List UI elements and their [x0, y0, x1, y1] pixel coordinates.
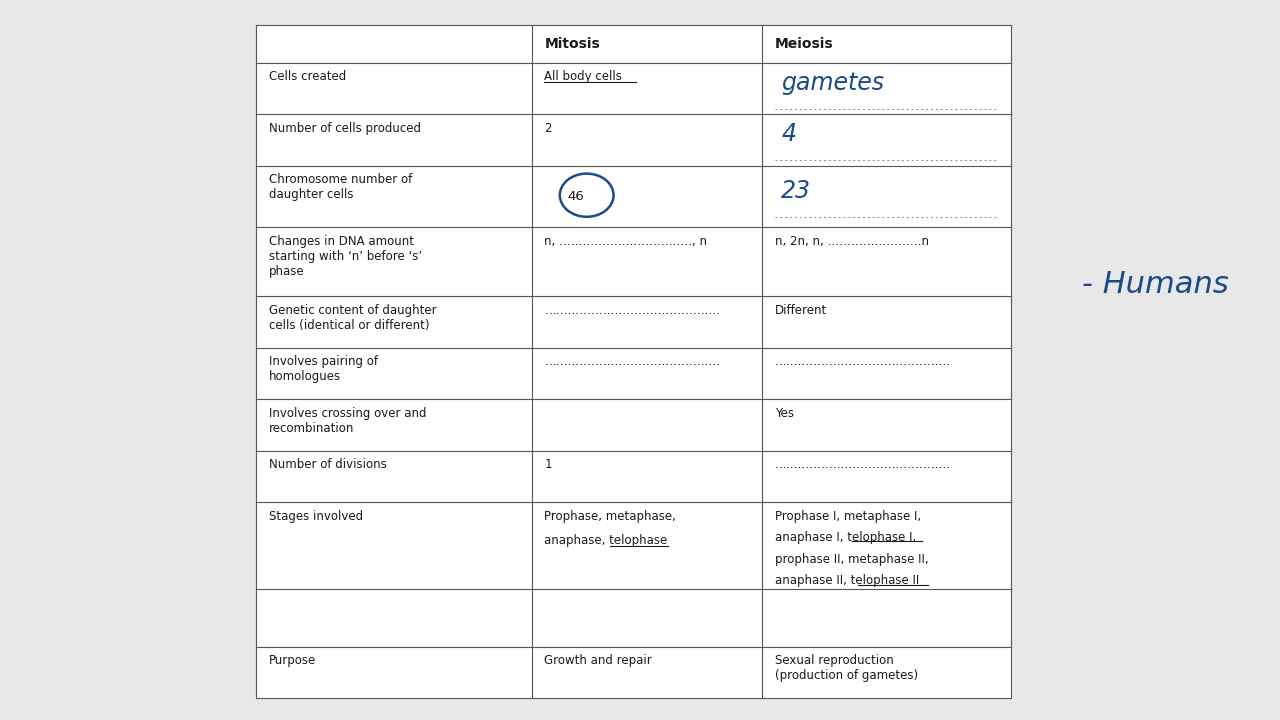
Text: ………………………………………: ……………………………………… [544, 355, 721, 368]
Text: Different: Different [774, 304, 827, 317]
Text: Changes in DNA amount
starting with ‘n’ before ‘s’
phase: Changes in DNA amount starting with ‘n’ … [269, 235, 422, 278]
Text: Chromosome number of
daughter cells: Chromosome number of daughter cells [269, 173, 412, 201]
Text: anaphase, telophase: anaphase, telophase [544, 534, 668, 547]
Text: 23: 23 [781, 179, 812, 203]
Text: ………………………………………: ……………………………………… [544, 304, 721, 317]
Text: Meiosis: Meiosis [774, 37, 833, 51]
Text: anaphase I, telophase I,: anaphase I, telophase I, [774, 531, 916, 544]
Text: n, 2n, n, ……………………n: n, 2n, n, ……………………n [774, 235, 929, 248]
Text: Prophase I, metaphase I,: Prophase I, metaphase I, [774, 510, 920, 523]
Text: ………………………………………: ……………………………………… [774, 458, 951, 471]
Text: All body cells: All body cells [544, 70, 622, 83]
Text: 1: 1 [544, 458, 552, 471]
Text: Number of divisions: Number of divisions [269, 458, 387, 471]
Text: Sexual reproduction
(production of gametes): Sexual reproduction (production of gamet… [774, 654, 918, 682]
Bar [256, 25, 1011, 698]
Text: - Humans: - Humans [1082, 270, 1229, 299]
Text: n, ……………………………., n: n, ……………………………., n [544, 235, 708, 248]
Text: gametes: gametes [781, 71, 884, 95]
Text: 4: 4 [781, 122, 796, 146]
Text: 2: 2 [544, 122, 552, 135]
Text: Mitosis: Mitosis [544, 37, 600, 51]
Text: Genetic content of daughter
cells (identical or different): Genetic content of daughter cells (ident… [269, 304, 436, 332]
Text: Cells created: Cells created [269, 70, 346, 83]
Text: Prophase, metaphase,: Prophase, metaphase, [544, 510, 676, 523]
Text: ………………………………………: ……………………………………… [774, 355, 951, 368]
Text: Yes: Yes [774, 407, 794, 420]
Text: anaphase II, telophase II: anaphase II, telophase II [774, 575, 919, 588]
Text: Number of cells produced: Number of cells produced [269, 122, 421, 135]
Text: prophase II, metaphase II,: prophase II, metaphase II, [774, 553, 928, 566]
Text: Involves pairing of
homologues: Involves pairing of homologues [269, 355, 378, 383]
Text: Involves crossing over and
recombination: Involves crossing over and recombination [269, 407, 426, 435]
Text: Stages involved: Stages involved [269, 510, 364, 523]
Text: Purpose: Purpose [269, 654, 316, 667]
Text: Growth and repair: Growth and repair [544, 654, 653, 667]
Text: 46: 46 [567, 190, 584, 203]
